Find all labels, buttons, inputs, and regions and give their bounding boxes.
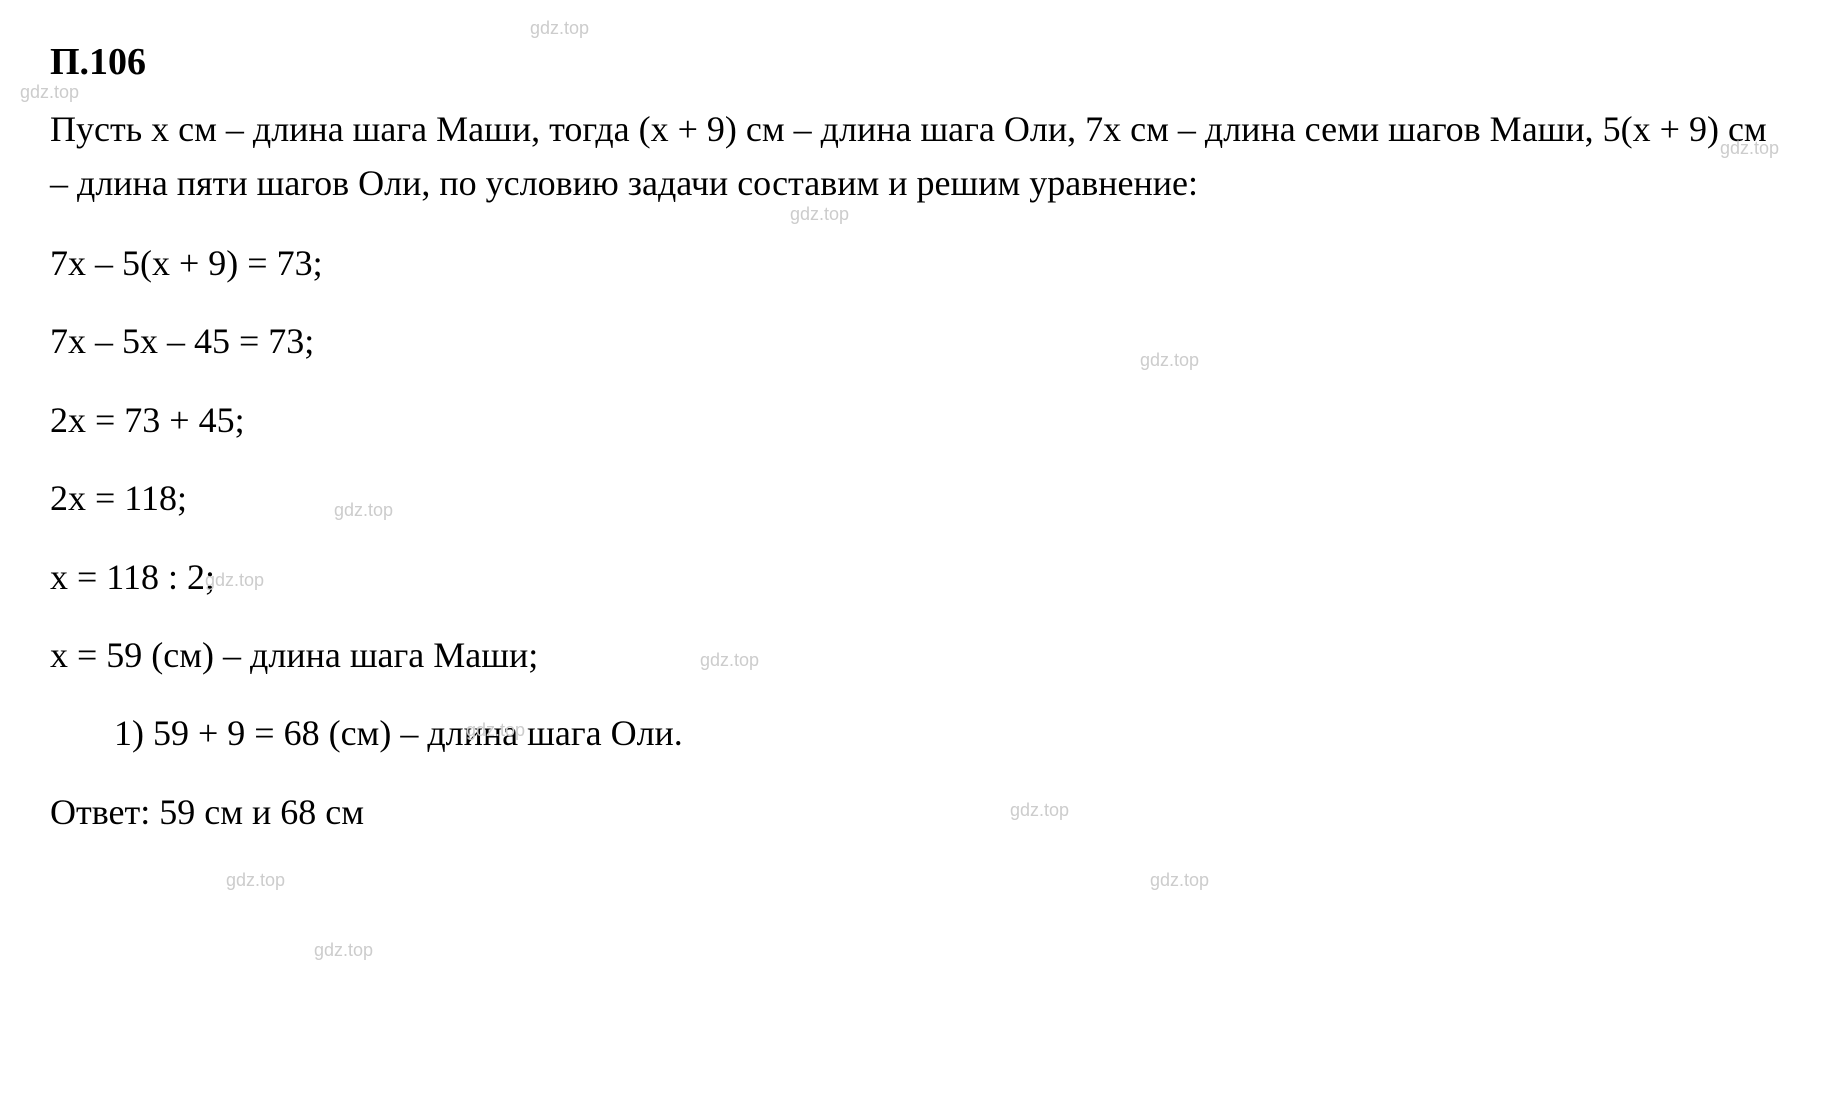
equation-5: х = 118 : 2; — [50, 552, 1787, 602]
watermark: gdz.top — [530, 18, 589, 39]
equation-3: 2х = 73 + 45; — [50, 395, 1787, 445]
equation-4: 2х = 118; — [50, 473, 1787, 523]
problem-description: Пусть х см – длина шага Маши, тогда (х +… — [50, 102, 1787, 210]
watermark: gdz.top — [1150, 870, 1209, 891]
problem-number: П.106 — [50, 40, 1787, 84]
watermark: gdz.top — [20, 82, 79, 103]
numbered-item: 1) 59 + 9 = 68 (см) – длина шага Оли. — [50, 708, 1787, 758]
equation-6: х = 59 (см) – длина шага Маши; — [50, 630, 1787, 680]
equation-1: 7х – 5(х + 9) = 73; — [50, 238, 1787, 288]
answer: Ответ: 59 см и 68 см — [50, 787, 1787, 837]
watermark: gdz.top — [226, 870, 285, 891]
watermark: gdz.top — [314, 940, 373, 961]
equation-2: 7х – 5х – 45 = 73; — [50, 316, 1787, 366]
